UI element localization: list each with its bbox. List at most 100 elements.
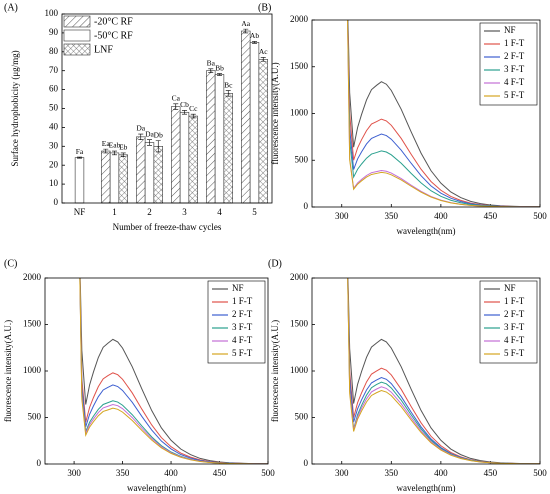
legend-box — [479, 280, 538, 364]
bar — [144, 142, 155, 204]
y-tick-label: 0 — [304, 458, 309, 468]
x-tick-label: 300 — [67, 468, 81, 478]
bar — [179, 111, 190, 204]
panel: (D) fluorescence intensity(A.U.) wavelengt… — [268, 258, 547, 493]
y-tick-label: 2000 — [290, 14, 309, 24]
legend-label: -50°C RF — [94, 30, 133, 41]
error-bar — [190, 113, 196, 119]
error-bar — [260, 57, 266, 62]
legend-swatch — [63, 43, 91, 56]
x-tick-label: 500 — [533, 211, 547, 221]
bar — [206, 70, 216, 204]
line-series — [347, 20, 540, 207]
y-axis-label: fluorescence intensity(A.U.) — [270, 62, 280, 164]
error-bar — [182, 110, 187, 115]
legend-label: 1 F-T — [504, 296, 525, 306]
bar-label: Cc — [189, 104, 198, 113]
error-bar — [103, 148, 109, 154]
y-tick-label: 500 — [295, 412, 309, 422]
y-axis-label: fluorescence intensity(A.U.) — [270, 320, 280, 422]
y-tick-label: 30 — [49, 140, 59, 150]
legend-label: 3 F-T — [504, 64, 525, 74]
y-tick-label: 60 — [49, 84, 59, 94]
error-bar — [112, 150, 117, 156]
x-tick-label: 350 — [385, 468, 399, 478]
legend-box — [479, 22, 538, 106]
bar-label: Db — [154, 130, 163, 139]
legend-label: 3 F-T — [232, 322, 253, 332]
legend-label: NF — [504, 283, 516, 293]
bar — [118, 154, 128, 204]
bar-label: Bc — [224, 80, 233, 89]
x-tick-label: 3 — [182, 207, 187, 217]
y-tick-label: 1000 — [290, 365, 309, 375]
legend-swatch — [63, 29, 91, 42]
legend-label: 2 F-T — [232, 309, 253, 319]
legend-label: LNF — [94, 44, 113, 55]
error-bar — [208, 68, 214, 73]
x-tick-label: 450 — [484, 211, 498, 221]
panel: (B) fluorescence intensity(A.U.) wavelengt… — [258, 2, 547, 236]
y-tick-label: 100 — [45, 8, 59, 18]
x-tick-label: 450 — [213, 468, 227, 478]
x-axis-label: wavelength(nm) — [397, 226, 456, 236]
bar — [258, 59, 268, 204]
bar — [223, 93, 233, 204]
y-tick-label: 70 — [49, 65, 59, 75]
x-tick-label: 400 — [164, 468, 178, 478]
error-bar — [243, 28, 249, 34]
legend-label: 4 F-T — [504, 335, 525, 345]
bar — [153, 146, 163, 204]
error-bar — [217, 73, 222, 76]
error-bar — [155, 140, 161, 153]
x-tick-label: 4 — [217, 207, 222, 217]
x-tick-label: 350 — [385, 211, 399, 221]
y-tick-label: 500 — [295, 154, 309, 164]
x-axis-label: wavelength(nm) — [127, 483, 186, 493]
bar-label: Da — [136, 124, 145, 133]
y-tick-label: 80 — [49, 46, 59, 56]
y-tick-label: 0 — [54, 197, 59, 207]
y-tick-label: 0 — [304, 201, 309, 211]
bar-label: Ca — [172, 93, 181, 102]
line-series — [347, 278, 540, 464]
legend-label: NF — [504, 25, 516, 35]
y-tick-label: 1000 — [23, 365, 42, 375]
x-tick-label: NF — [74, 207, 86, 217]
legend-label: NF — [232, 283, 244, 293]
y-tick-label: 10 — [49, 178, 59, 188]
legend-label: 4 F-T — [232, 335, 253, 345]
plot-frame — [61, 13, 273, 204]
y-tick-label: 50 — [49, 103, 59, 113]
y-tick-label: 40 — [49, 121, 59, 131]
bar — [74, 157, 85, 204]
plot-frame — [44, 277, 269, 465]
x-tick-label: 300 — [335, 211, 349, 221]
y-tick-label: 2000 — [23, 272, 42, 282]
y-tick-label: 1500 — [23, 319, 42, 329]
legend-label: 4 F-T — [504, 77, 525, 87]
x-tick-label: 2 — [147, 207, 152, 217]
line-series — [347, 20, 540, 207]
x-tick-label: 300 — [335, 468, 349, 478]
y-tick-label: 2000 — [290, 272, 309, 282]
x-tick-label: 500 — [261, 468, 275, 478]
legend-label: 1 F-T — [232, 296, 253, 306]
bar — [249, 42, 260, 204]
bar — [171, 106, 181, 204]
panel-label: (B) — [258, 2, 271, 13]
y-tick-label: 1500 — [290, 61, 309, 71]
bar-label: Bb — [215, 63, 224, 72]
legend-label: -20°C RF — [94, 16, 133, 27]
panel-label: (A) — [4, 2, 18, 13]
bar-label: Eab — [109, 141, 121, 150]
bar — [101, 150, 111, 204]
x-tick-label: 1 — [112, 207, 117, 217]
panel: (C) fluorescence intensity(A.U.) wavelengt… — [3, 258, 275, 493]
bar — [241, 30, 251, 204]
bar-label: Ac — [259, 47, 268, 56]
x-tick-label: 350 — [116, 468, 130, 478]
bar-label: Aa — [241, 19, 250, 28]
